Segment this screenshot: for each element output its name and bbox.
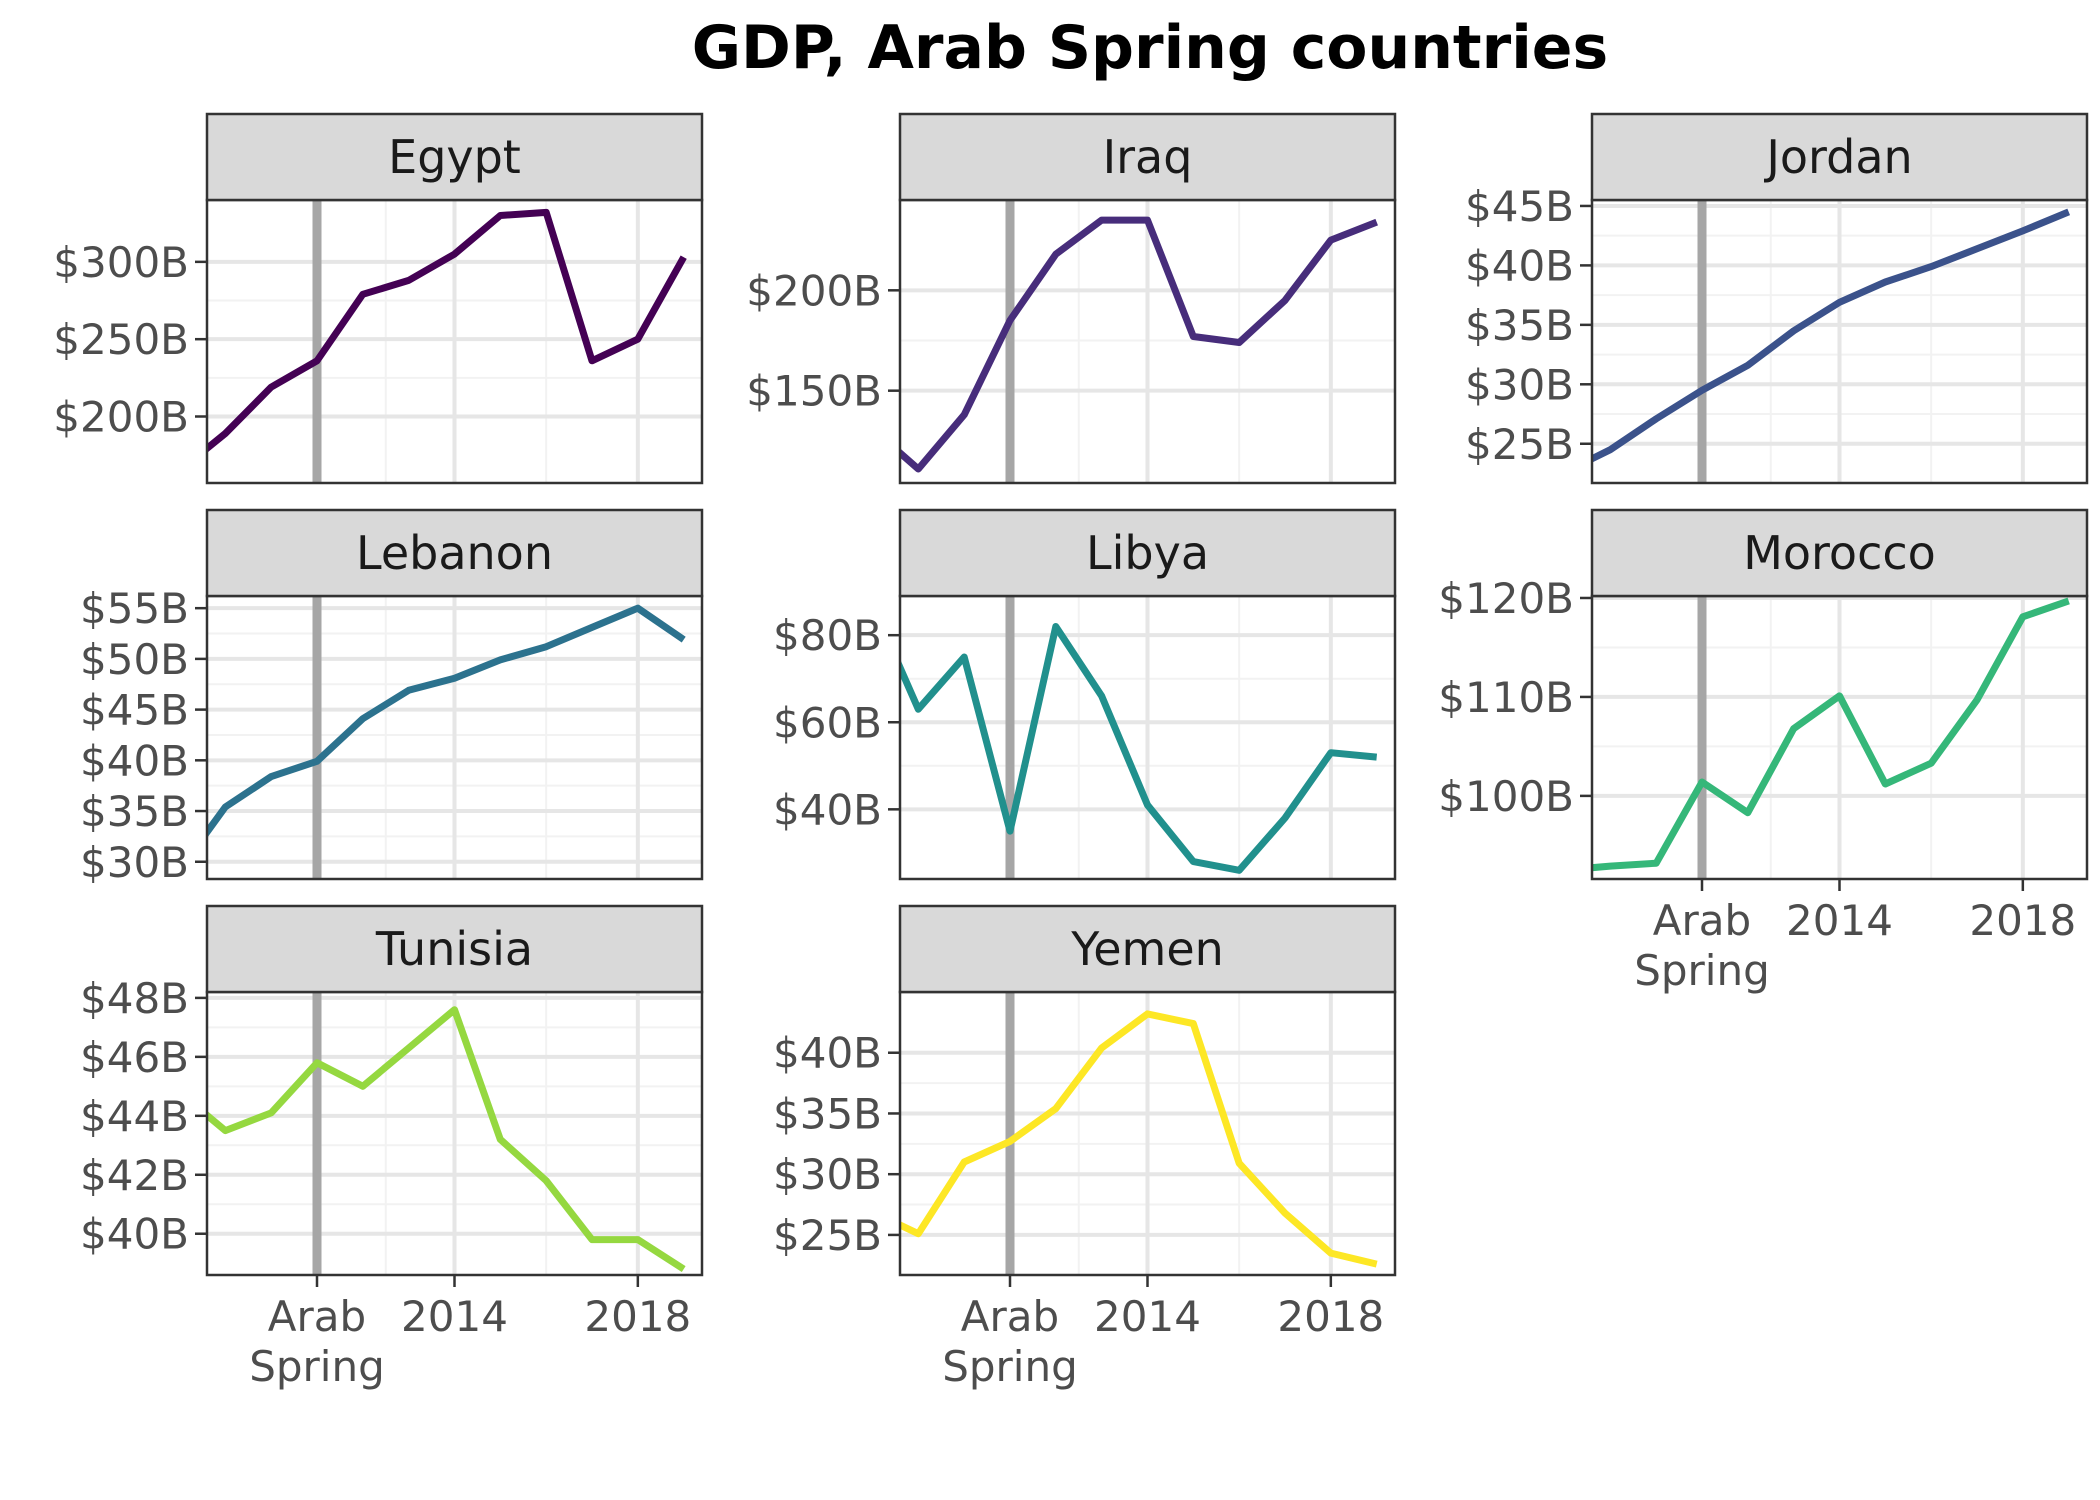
facet-strip: [898, 112, 1397, 202]
y-tick-label: $35B: [80, 787, 189, 836]
y-tick-label: $46B: [80, 1033, 189, 1082]
facet-panels: Egypt $200B $250B $300B Iraq $150B $200B Jordan…: [53, 112, 2089, 1391]
series-line-yemen: [900, 1010, 1378, 1268]
facet-strip: [205, 904, 704, 994]
facet-strip: [898, 904, 1397, 994]
y-tick-label: $45B: [1465, 182, 1574, 231]
x-tick-label: 2018: [584, 1292, 691, 1341]
facet-label: Jordan: [1763, 130, 1912, 184]
chart-title: GDP, Arab Spring countries: [692, 13, 1608, 83]
panel-morocco: Morocco $100B $110B $120B Arab Spring 2014 2018: [1438, 508, 2089, 995]
y-tick-label: $80B: [773, 611, 882, 660]
y-tick-label: $120B: [1438, 574, 1574, 623]
x-tick-label: Arab Spring: [249, 1292, 385, 1391]
facet-label: Lebanon: [356, 526, 553, 580]
y-tick-label: $110B: [1438, 673, 1574, 722]
y-tick-label: $40B: [80, 1210, 189, 1259]
series-line-iraq: [900, 216, 1378, 473]
y-tick-label: $150B: [746, 367, 882, 416]
y-tick-label: $200B: [746, 266, 882, 315]
y-tick-label: $30B: [773, 1150, 882, 1199]
y-tick-label: $30B: [80, 838, 189, 887]
x-tick-label: 2014: [1786, 896, 1893, 945]
facet-label: Tunisia: [375, 922, 533, 976]
series-line-tunisia: [207, 1006, 686, 1273]
y-tick-label: $40B: [1465, 241, 1574, 290]
facet-strip: [205, 112, 704, 202]
series-line-lebanon: [207, 604, 686, 839]
facet-label: Egypt: [388, 130, 521, 184]
facet-strip: [1590, 508, 2089, 598]
y-tick-label: $250B: [53, 315, 189, 364]
facet-label: Morocco: [1743, 526, 1936, 580]
x-tick-label: 2018: [1277, 1292, 1384, 1341]
y-tick-label: $300B: [53, 238, 189, 287]
y-tick-label: $30B: [1465, 360, 1574, 409]
panel-egypt: Egypt $200B $250B $300B: [53, 112, 704, 485]
panel-jordan: Jordan $25B $30B $35B $40B $45B: [1465, 112, 2089, 485]
panel-yemen: Yemen $25B $30B $35B $40B Arab Spring 2014 2018: [773, 904, 1397, 1391]
y-tick-label: $200B: [53, 393, 189, 442]
facet-label: Yemen: [1070, 922, 1224, 976]
y-tick-label: $25B: [1465, 420, 1574, 469]
y-tick-label: $40B: [773, 785, 882, 834]
facet-strip: [205, 508, 704, 598]
panel-libya: Libya $40B $60B $80B: [773, 508, 1397, 881]
y-tick-label: $35B: [1465, 301, 1574, 350]
y-tick-label: $45B: [80, 686, 189, 735]
y-tick-label: $60B: [773, 698, 882, 747]
x-tick-label: 2014: [1094, 1292, 1201, 1341]
series-line-jordan: [1592, 208, 2071, 463]
y-tick-label: $50B: [80, 635, 189, 684]
panel-iraq: Iraq $150B $200B: [746, 112, 1397, 485]
y-tick-label: $48B: [80, 974, 189, 1023]
panel-tunisia: Tunisia $40B $42B $44B $46B $48B Arab Spring 201…: [80, 904, 704, 1391]
facet-label: Libya: [1086, 526, 1209, 580]
y-tick-label: $25B: [773, 1211, 882, 1260]
y-tick-label: $44B: [80, 1092, 189, 1141]
facet-strip: [898, 508, 1397, 598]
y-tick-label: $42B: [80, 1151, 189, 1200]
x-tick-label: Arab Spring: [942, 1292, 1078, 1391]
x-tick-label: 2014: [401, 1292, 508, 1341]
panel-lebanon: Lebanon $30B$35B$40B$45B$50B$55B: [80, 508, 704, 887]
x-tick-label: Arab Spring: [1634, 896, 1770, 995]
facet-label: Iraq: [1103, 130, 1193, 184]
series-line-egypt: [207, 208, 687, 453]
y-tick-label: $40B: [80, 736, 189, 785]
y-tick-label: $35B: [773, 1089, 882, 1138]
y-tick-label: $40B: [773, 1029, 882, 1078]
series-line-libya: [900, 623, 1378, 874]
y-tick-label: $55B: [80, 584, 189, 633]
series-line-morocco: [1592, 597, 2070, 872]
y-tick-label: $100B: [1438, 772, 1574, 821]
x-tick-label: 2018: [1969, 896, 2076, 945]
facet-strip: [1590, 112, 2089, 202]
